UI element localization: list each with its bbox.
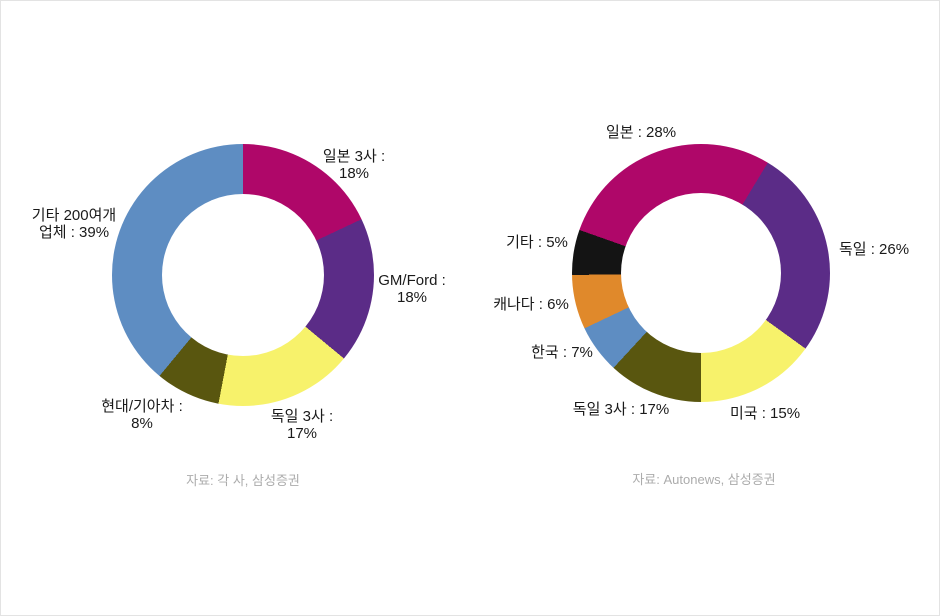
slice-label-japan: 일본 : 28% bbox=[606, 124, 676, 141]
slice-label-line: 독일 3사 : bbox=[270, 408, 334, 425]
donut-chart-market-share-by-country bbox=[572, 144, 830, 402]
slice-label-line: 업체 : 39% bbox=[38, 224, 110, 241]
slice-label-line: 기타 200여개 bbox=[31, 207, 117, 224]
slice-label-etc: 기타 : 5% bbox=[506, 234, 568, 251]
slice-label-germany-3-right: 독일 3사 : 17% bbox=[573, 401, 669, 418]
slice-label-hyundai-kia: 현대/기아차 : 8% bbox=[101, 398, 183, 432]
slice-label-canada: 캐나다 : 6% bbox=[493, 296, 569, 313]
slice-label-gm-ford: GM/Ford : 18% bbox=[378, 272, 446, 306]
slice-label-line: 한국 : 7% bbox=[531, 344, 593, 361]
slice-label-line: 캐나다 : 6% bbox=[493, 296, 569, 313]
slice-label-line: 기타 : 5% bbox=[506, 234, 568, 251]
slice-label-line: 일본 : 28% bbox=[605, 124, 677, 141]
slice-label-line: 18% bbox=[396, 289, 428, 306]
slice-label-line: 18% bbox=[338, 165, 370, 182]
slice-label-others-200: 기타 200여개 업체 : 39% bbox=[32, 207, 116, 241]
source-note-right: 자료: Autonews, 삼성증권 bbox=[632, 472, 776, 487]
donut-chart-market-share-by-maker bbox=[112, 144, 374, 406]
slice-label-germany-3: 독일 3사 : 17% bbox=[271, 408, 333, 442]
slice-label-line: GM/Ford : bbox=[378, 272, 446, 289]
slice-label-line: 현대/기아차 : bbox=[101, 398, 183, 415]
slice-label-line: 8% bbox=[131, 415, 153, 432]
slice-label-germany: 독일 : 26% bbox=[839, 241, 909, 258]
slice-label-line: 미국 : 15% bbox=[729, 405, 801, 422]
slice-label-line: 일본 3사 : bbox=[322, 148, 386, 165]
slice-label-korea: 한국 : 7% bbox=[531, 344, 593, 361]
slice-label-japan-3: 일본 3사 : 18% bbox=[323, 148, 385, 182]
slice-label-usa: 미국 : 15% bbox=[730, 405, 800, 422]
slice-label-line: 독일 3사 : 17% bbox=[572, 401, 670, 418]
slice-label-line: 독일 : 26% bbox=[838, 241, 910, 258]
slice-label-line: 17% bbox=[286, 425, 318, 442]
source-note-left: 자료: 각 사, 삼성증권 bbox=[186, 473, 300, 488]
